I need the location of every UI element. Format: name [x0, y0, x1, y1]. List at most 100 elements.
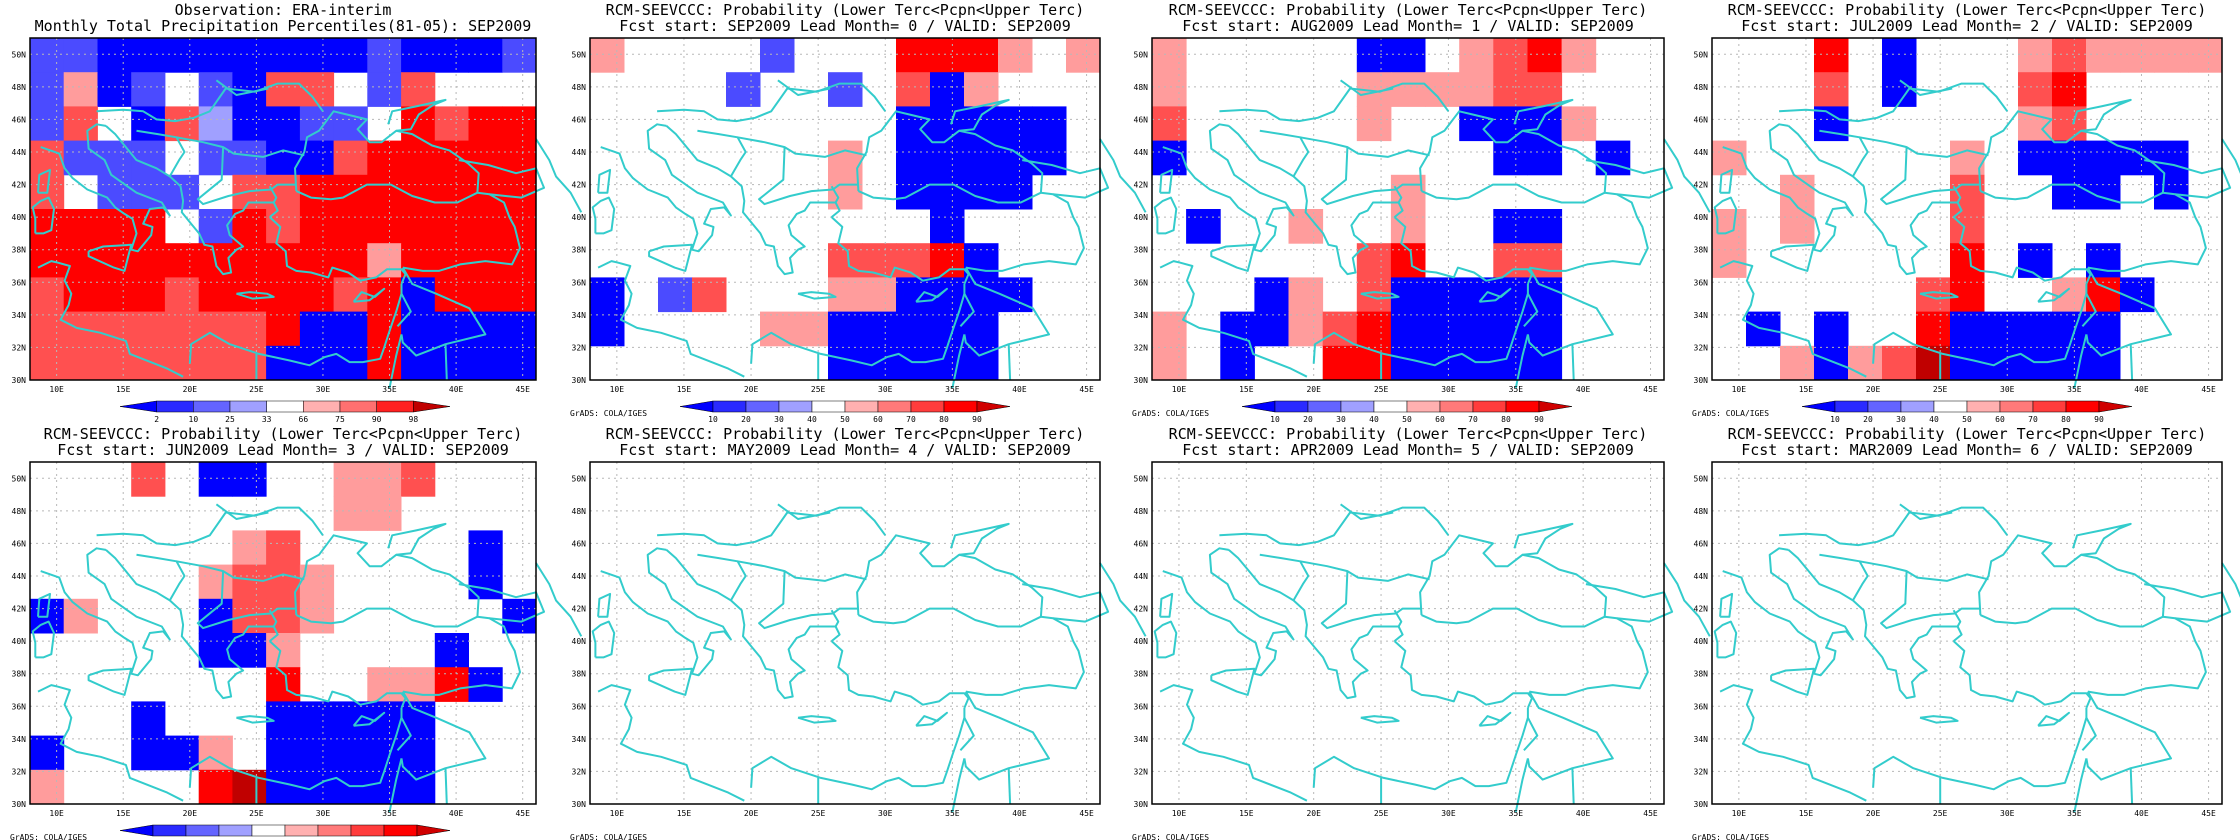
graticule — [1152, 38, 1664, 380]
grid-cell — [2086, 243, 2121, 278]
scale-label: 50 — [1402, 415, 1412, 424]
coastline — [1952, 185, 1962, 203]
grid-cell — [1814, 311, 1849, 347]
longitude-label: 20E — [1866, 385, 1881, 394]
grid-cell — [896, 277, 931, 313]
latitude-label: 34N — [1694, 735, 1709, 744]
latitude-label: 46N — [1134, 539, 1149, 548]
grid-cell — [1527, 209, 1563, 244]
latitude-label: 38N — [1694, 246, 1709, 255]
latitude-label: 44N — [572, 148, 587, 157]
grid-cell — [63, 209, 98, 244]
longitude-label: 25E — [811, 385, 826, 394]
longitude-label: 10E — [1732, 809, 1747, 818]
scale-segment — [1900, 400, 1935, 413]
grid-cell — [232, 140, 267, 176]
latitude-label: 36N — [572, 702, 587, 711]
scale-segment — [1867, 400, 1902, 413]
longitude-label: 40E — [1012, 385, 1027, 394]
grid-cell — [502, 38, 537, 73]
coastline — [591, 620, 616, 659]
grid-cell — [63, 106, 98, 142]
scale-segment — [2065, 400, 2100, 413]
coastline — [31, 620, 55, 659]
coastline — [2129, 768, 2134, 805]
grid-cell — [1152, 345, 1187, 381]
grid-cell — [828, 311, 863, 347]
grid-cell — [164, 38, 200, 73]
coastline — [2085, 267, 2172, 357]
grid-cell — [862, 277, 897, 313]
grid-cell — [930, 311, 965, 347]
coastline — [40, 547, 171, 677]
coastline — [1312, 707, 1529, 791]
grid-cell — [896, 140, 931, 176]
grid-cell — [2018, 345, 2053, 381]
color-scale: 2 10 25 33 66 75 90 98 — [119, 400, 451, 424]
coastline — [188, 283, 403, 367]
grid-cell — [2018, 243, 2053, 278]
coastline — [1663, 562, 1711, 637]
coastline — [387, 98, 447, 132]
coastline — [387, 522, 447, 556]
grid-cell — [30, 72, 65, 107]
latitude-label: 38N — [12, 246, 27, 255]
panel-title: RCM-SEEVCCC: Probability (Lower Terc<Pcp… — [1728, 425, 2207, 459]
grid-cell — [1527, 243, 1563, 278]
latitude-label: 50N — [1694, 474, 1709, 483]
graticule — [30, 462, 536, 804]
grid-cell — [930, 174, 965, 210]
coastline — [1320, 147, 1422, 206]
grid-cell — [63, 243, 98, 278]
latitude-labels: 30N 32N 34N 36N 38N 40N 42N 44N 46N 48N 50N — [572, 50, 587, 385]
grid-cell — [198, 106, 233, 142]
grid-cell — [930, 345, 965, 381]
latitude-label: 36N — [12, 278, 27, 287]
latitude-label: 50N — [1134, 474, 1149, 483]
coastline — [388, 758, 403, 813]
coastline — [797, 291, 837, 300]
grid-cell — [1780, 345, 1815, 381]
scale-label: 10 — [708, 415, 718, 424]
coastline — [352, 711, 386, 727]
grid-cell — [131, 277, 166, 313]
scale-segment — [1373, 400, 1408, 413]
grid-cell — [1527, 72, 1563, 107]
map-background — [1152, 462, 1664, 804]
longitude-label: 10E — [49, 809, 64, 818]
grid-cell — [2052, 345, 2087, 381]
grid-cell — [1950, 345, 1985, 381]
map-frame — [1151, 461, 1665, 805]
grid-cell — [2154, 38, 2189, 73]
coastline — [1713, 196, 1738, 235]
grid-cell — [468, 38, 503, 73]
scale-label: 20 — [1863, 415, 1873, 424]
map-panel-5: RCM-SEEVCCC: Probability (Lower Terc<Pcp… — [10, 425, 583, 840]
grid-cell — [367, 667, 402, 702]
grid-cell — [794, 311, 829, 347]
map-frame — [589, 37, 1101, 381]
scale-label: 98 — [409, 415, 419, 424]
scale-segment — [1307, 400, 1342, 413]
grid-cell — [1459, 72, 1494, 107]
latitude-label: 44N — [1134, 148, 1149, 157]
scale-label: 90 — [972, 415, 982, 424]
grid-cell — [266, 701, 301, 737]
grid-cell — [1152, 106, 1187, 142]
scale-segment — [152, 824, 187, 837]
latitude-label: 50N — [1694, 50, 1709, 59]
coastline — [777, 79, 831, 96]
scale-label: 2 — [154, 415, 159, 424]
grid-cell — [97, 277, 132, 313]
scale-segment — [317, 824, 352, 837]
coastline — [1259, 553, 1310, 601]
latitude-label: 50N — [1134, 50, 1149, 59]
grid-cell — [97, 72, 132, 107]
grid-cell — [1848, 345, 1883, 381]
latitude-label: 30N — [1694, 800, 1709, 809]
grid-cell — [468, 277, 503, 313]
coastline — [1899, 79, 1953, 96]
coastline — [1393, 216, 1533, 285]
panel-title-line-1: RCM-SEEVCCC: Probability (Lower Terc<Pcp… — [606, 1, 1085, 19]
